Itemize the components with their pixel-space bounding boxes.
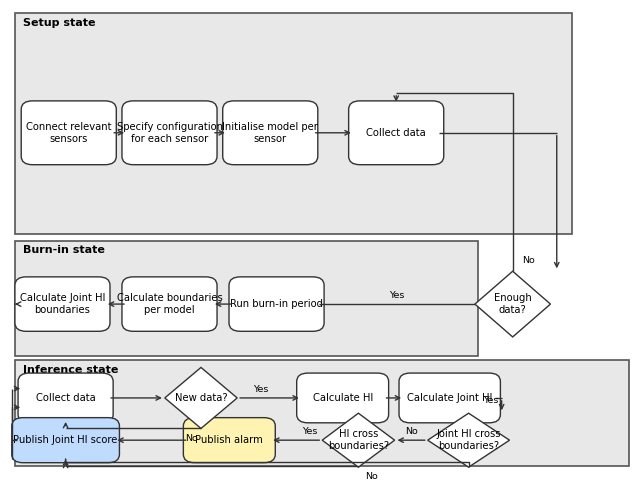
Polygon shape bbox=[428, 413, 509, 467]
Text: Yes: Yes bbox=[389, 291, 404, 300]
Text: No: No bbox=[185, 434, 198, 443]
FancyBboxPatch shape bbox=[183, 417, 275, 463]
Polygon shape bbox=[322, 413, 395, 467]
Text: Calculate Joint HI: Calculate Joint HI bbox=[407, 393, 492, 403]
Text: Publish Joint HI score: Publish Joint HI score bbox=[13, 435, 118, 445]
FancyBboxPatch shape bbox=[297, 373, 388, 423]
Text: Setup state: Setup state bbox=[23, 18, 95, 28]
Text: Inference state: Inference state bbox=[23, 365, 118, 375]
Text: No: No bbox=[404, 428, 417, 436]
Text: Specify configuration
for each sensor: Specify configuration for each sensor bbox=[116, 122, 223, 144]
FancyBboxPatch shape bbox=[18, 373, 113, 423]
Polygon shape bbox=[164, 367, 237, 428]
Text: Initialise model per
sensor: Initialise model per sensor bbox=[222, 122, 318, 144]
FancyBboxPatch shape bbox=[15, 241, 478, 356]
Text: Yes: Yes bbox=[253, 385, 268, 394]
Text: Connect relevant
sensors: Connect relevant sensors bbox=[26, 122, 111, 144]
FancyBboxPatch shape bbox=[122, 277, 217, 331]
FancyBboxPatch shape bbox=[349, 101, 444, 165]
FancyBboxPatch shape bbox=[399, 373, 500, 423]
Text: Collect data: Collect data bbox=[36, 393, 95, 403]
Text: Collect data: Collect data bbox=[366, 128, 426, 138]
Text: Calculate boundaries
per model: Calculate boundaries per model bbox=[116, 293, 222, 315]
FancyBboxPatch shape bbox=[15, 361, 629, 466]
Text: Yes: Yes bbox=[302, 428, 317, 436]
FancyBboxPatch shape bbox=[229, 277, 324, 331]
Text: No: No bbox=[522, 256, 535, 265]
Text: Run burn-in period: Run burn-in period bbox=[230, 299, 323, 309]
Text: Burn-in state: Burn-in state bbox=[23, 245, 105, 255]
Text: Publish alarm: Publish alarm bbox=[195, 435, 263, 445]
FancyBboxPatch shape bbox=[12, 417, 120, 463]
FancyBboxPatch shape bbox=[223, 101, 318, 165]
FancyBboxPatch shape bbox=[15, 277, 110, 331]
Text: Yes: Yes bbox=[483, 396, 499, 405]
Text: Calculate Joint HI
boundaries: Calculate Joint HI boundaries bbox=[20, 293, 105, 315]
FancyBboxPatch shape bbox=[122, 101, 217, 165]
Text: Enough
data?: Enough data? bbox=[494, 293, 532, 315]
Text: No: No bbox=[365, 472, 378, 481]
FancyBboxPatch shape bbox=[15, 13, 573, 234]
Text: Calculate HI: Calculate HI bbox=[312, 393, 372, 403]
Text: New data?: New data? bbox=[175, 393, 227, 403]
FancyBboxPatch shape bbox=[21, 101, 116, 165]
Polygon shape bbox=[475, 271, 550, 337]
Text: Joint HI cross
boundaries?: Joint HI cross boundaries? bbox=[436, 429, 501, 451]
Text: HI cross
boundaries?: HI cross boundaries? bbox=[328, 429, 389, 451]
